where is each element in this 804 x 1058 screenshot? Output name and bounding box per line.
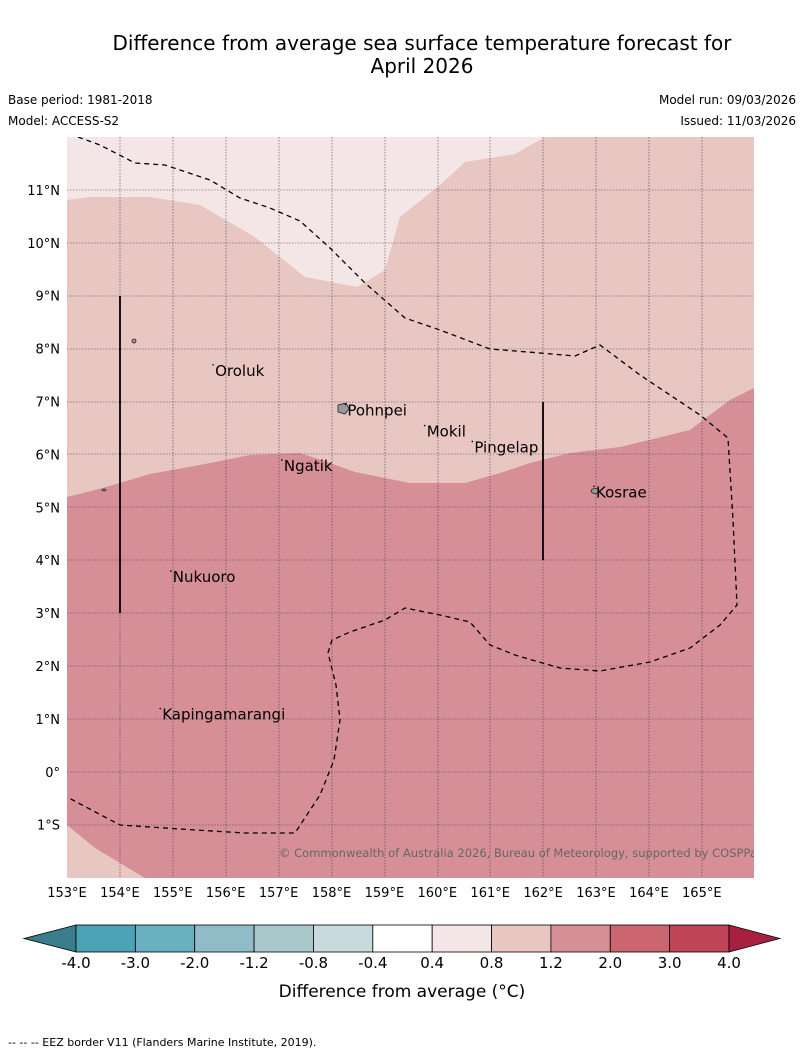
- lon-tick-label: 159°E: [365, 886, 405, 901]
- lon-tick-label: 162°E: [523, 886, 563, 901]
- place-label: Pohnpei: [347, 401, 407, 419]
- title-line-2: April 2026: [370, 54, 474, 78]
- map-copyright: © Commonwealth of Australia 2026, Bureau…: [279, 846, 763, 860]
- lon-tick-label: 165°E: [682, 886, 722, 901]
- colorbar-tick-label: 1.2: [539, 954, 563, 972]
- lon-tick-label: 155°E: [153, 886, 193, 901]
- base-period: Base period: 1981-2018: [8, 93, 153, 107]
- colorbar-segment: [609, 924, 671, 953]
- lat-tick-label: 8°N: [36, 343, 61, 358]
- anomaly-band-0.8-1.2-lower: [67, 825, 145, 878]
- graticule: [67, 137, 754, 878]
- place-label: Kosrae: [596, 483, 647, 501]
- islet-2: [101, 488, 107, 492]
- colorbar-max-arrow: [728, 924, 782, 953]
- issued-date: Issued: 11/03/2026: [680, 114, 796, 128]
- lon-tick-label: 157°E: [259, 886, 299, 901]
- islet-1: [131, 338, 137, 344]
- colorbar-segment: [313, 924, 374, 953]
- lat-tick-label: 10°N: [27, 237, 60, 252]
- colorbar-tick-label: 3.0: [658, 954, 682, 972]
- colorbar-tick-label: -0.8: [299, 954, 328, 972]
- place-label: Mokil: [427, 423, 466, 441]
- colorbar-segment: [669, 924, 730, 953]
- title-line-1: Difference from average sea surface temp…: [112, 31, 732, 55]
- lon-tick-label: 158°E: [312, 886, 352, 901]
- kosrae-island: [590, 488, 600, 494]
- map-area: © Commonwealth of Australia 2026, Bureau…: [67, 137, 763, 878]
- colorbar-segment: [372, 924, 433, 953]
- place-label: Pingelap: [474, 438, 538, 456]
- colorbar-tick-label: 2.0: [598, 954, 622, 972]
- model-run: Model run: 09/03/2026: [658, 93, 796, 107]
- place-label: Nukuoro: [173, 568, 236, 586]
- place-marker: [423, 424, 426, 427]
- lat-tick-label: 5°N: [36, 501, 61, 516]
- place-marker: [159, 707, 162, 710]
- place-label: Kapingamarangi: [162, 706, 285, 724]
- colorbar-tick-label: 0.4: [420, 954, 444, 972]
- lat-tick-label: 7°N: [36, 396, 61, 411]
- lon-tick-label: 160°E: [418, 886, 458, 901]
- place-marker: [471, 440, 474, 443]
- lat-tick-label: 3°N: [36, 607, 61, 622]
- colorbar-segment: [253, 924, 314, 953]
- colorbar-segment: [550, 924, 611, 953]
- anomaly-band-1.2-2.0: [67, 388, 754, 878]
- model-name: Model: ACCESS-S2: [8, 114, 120, 128]
- lat-tick-label: 11°N: [27, 184, 60, 199]
- lat-tick-label: 1°N: [36, 713, 61, 728]
- colorbar-tick-label: -1.2: [239, 954, 268, 972]
- map-labels: Oroluk Pohnpei Mokil Pingelap Ngatik Kosrae Nu…: [159, 362, 647, 724]
- lat-bars: [119, 296, 544, 613]
- colorbar-tick-label: 0.8: [480, 954, 504, 972]
- colorbar-tick-label: -0.4: [358, 954, 387, 972]
- colorbar-tick-label: -2.0: [180, 954, 209, 972]
- lat-tick-label: 0°: [45, 766, 60, 781]
- colorbar-tick-label: 4.0: [717, 954, 741, 972]
- lon-tick-label: 153°E: [47, 886, 87, 901]
- pohnpei-island: [337, 402, 350, 415]
- place-marker: [593, 485, 595, 488]
- lat-tick-label: 6°N: [36, 448, 61, 463]
- lat-tick-label: 1°S: [37, 819, 60, 834]
- lon-tick-label: 164°E: [629, 886, 669, 901]
- colorbar-min-arrow: [22, 924, 77, 953]
- sst-anomaly-map: © Commonwealth of Australia 2026, Bureau…: [22, 137, 782, 1002]
- colorbar-segment: [75, 924, 136, 953]
- place-marker: [344, 403, 347, 406]
- place-marker: [212, 363, 214, 366]
- colorbar-segment: [431, 924, 492, 953]
- place-label: Oroluk: [215, 362, 264, 380]
- lon-tick-label: 161°E: [470, 886, 510, 901]
- place-marker: [281, 459, 283, 461]
- latitude-axis: 11°N 10°N 9°N 8°N 7°N 6°N 5°N 4°N 3°N 2°N 1°N 0° 1°S: [27, 184, 60, 834]
- lat-tick-label: 4°N: [36, 554, 61, 569]
- colorbar-tick-label: -4.0: [61, 954, 90, 972]
- lat-tick-label: 2°N: [36, 660, 61, 675]
- colorbar-tick-label: -3.0: [121, 954, 150, 972]
- lon-tick-label: 154°E: [100, 886, 140, 901]
- colorbar-segment: [491, 924, 552, 953]
- colorbar-label: Difference from average (°C): [279, 982, 526, 1002]
- chart-title: Difference from average sea surface temp…: [40, 32, 804, 78]
- lat-tick-label: 9°N: [36, 290, 61, 305]
- colorbar-segment: [194, 924, 255, 953]
- footnote: -- -- -- EEZ border V11 (Flanders Marine…: [8, 1036, 317, 1049]
- eez-border: [67, 137, 738, 834]
- place-label: Ngatik: [284, 457, 333, 475]
- lon-tick-label: 156°E: [206, 886, 246, 901]
- islands: [101, 338, 600, 494]
- place-marker: [170, 570, 172, 572]
- colorbar-segment: [134, 924, 196, 953]
- lon-tick-label: 163°E: [576, 886, 616, 901]
- longitude-axis: 153°E 154°E 155°E 156°E 157°E 158°E 159°E 160°E…: [47, 886, 721, 901]
- colorbar: -4.0 -3.0 -2.0 -1.2 -0.8 -0.4 0.4 0.8 1.2 2.0 3.0 4…: [22, 924, 782, 972]
